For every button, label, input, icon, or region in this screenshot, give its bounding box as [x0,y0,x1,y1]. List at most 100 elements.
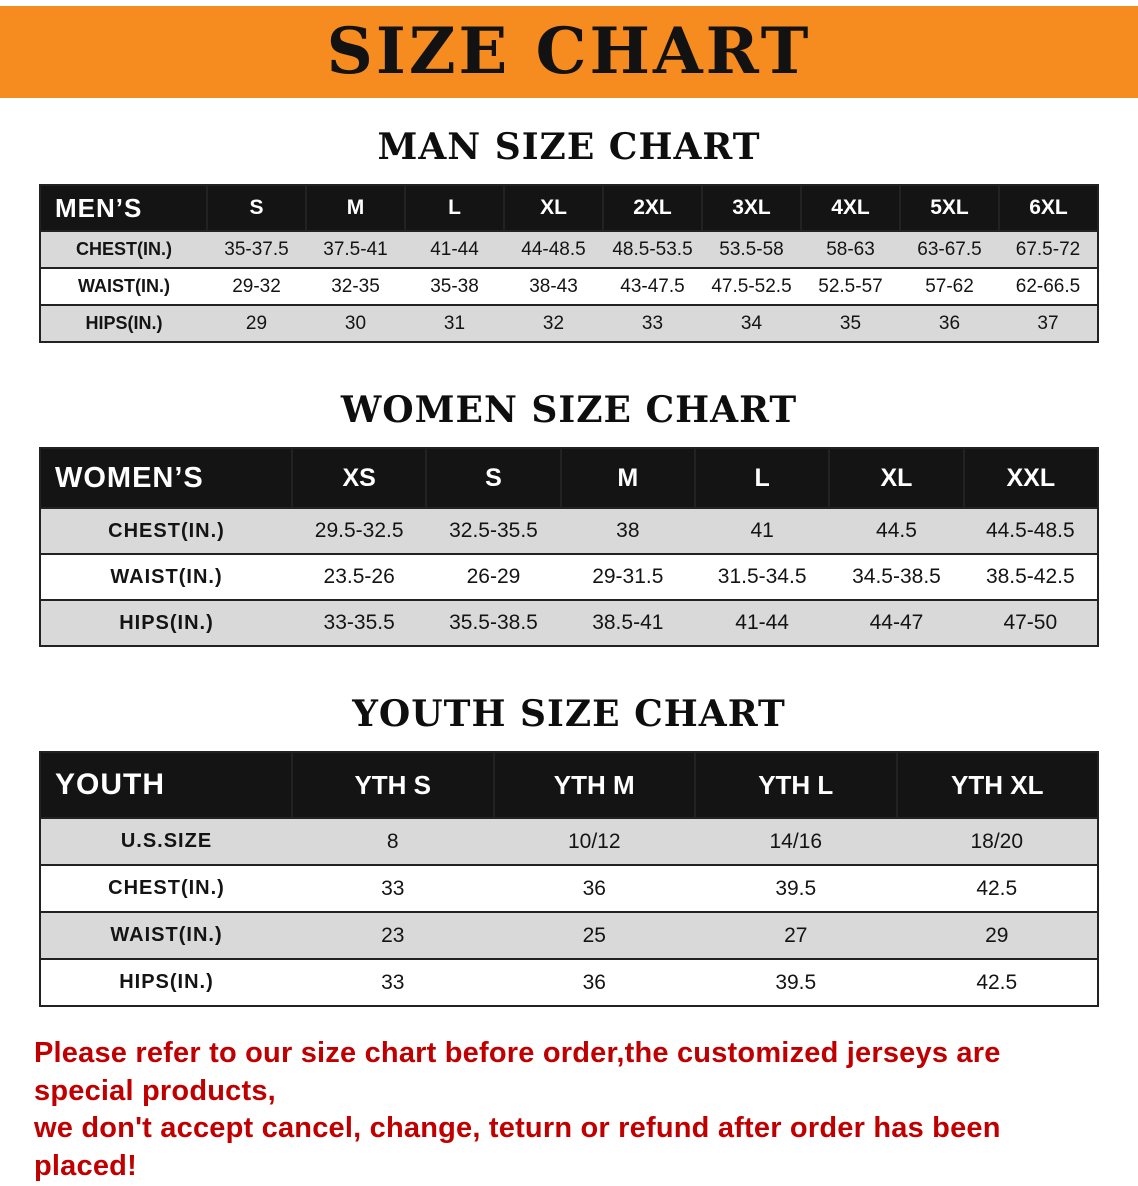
size-column-header: YTH L [694,751,898,819]
measurement-value-cell: 37.5-41 [306,230,405,269]
measurement-value-cell: 31 [405,304,504,343]
measurement-row: WAIST(IN.) 29-32 32-35 35-38 38-43 43-47.5 47.… [40,267,1098,306]
measurement-row: WAIST(IN.) 23 25 27 29 [40,911,1098,960]
measurement-value-cell: 38.5-42.5 [963,553,1098,601]
measurement-value-cell: 32-35 [306,267,405,306]
measurement-value-cell: 41-44 [405,230,504,269]
measurement-value-cell: 34.5-38.5 [829,553,964,601]
man-size-chart-heading: MAN SIZE CHART [377,126,761,168]
measurement-value-cell: 39.5 [695,958,897,1007]
measurement-value-cell: 18/20 [896,817,1098,866]
size-column-header: S [425,447,562,509]
measurement-label-cell: CHEST(IN.) [40,507,292,555]
measurement-value-cell: 29-31.5 [560,553,695,601]
measurement-value-cell: 42.5 [896,864,1098,913]
measurement-value-cell: 29.5-32.5 [292,507,427,555]
measurement-value-cell: 37 [999,304,1098,343]
measurement-label-cell: CHEST(IN.) [40,230,207,269]
measurement-value-cell: 25 [493,911,695,960]
measurement-value-cell: 23 [292,911,494,960]
measurement-value-cell: 36 [900,304,999,343]
measurement-value-cell: 35.5-38.5 [426,599,561,647]
size-column-header: 6XL [998,184,1099,232]
size-column-header: L [404,184,505,232]
youth-size-chart-heading: YOUTH SIZE CHART [352,693,786,735]
measurement-value-cell: 34 [702,304,801,343]
measurement-value-cell: 52.5-57 [801,267,900,306]
size-header-row: MEN’S S M L XL 2XL 3XL 4XL 5XL 6XL [39,184,1099,232]
measurement-value-cell: 63-67.5 [900,230,999,269]
size-column-header: YTH M [492,751,696,819]
measurement-value-cell: 32.5-35.5 [426,507,561,555]
measurement-value-cell: 44.5-48.5 [963,507,1098,555]
measurement-value-cell: 33-35.5 [292,599,427,647]
measurement-label-cell: HIPS(IN.) [40,958,292,1007]
size-column-header: 4XL [800,184,901,232]
measurement-row: CHEST(IN.) 33 36 39.5 42.5 [40,864,1098,913]
size-chart-banner: SIZE CHART [0,6,1138,98]
measurement-value-cell: 33 [603,304,702,343]
measurement-value-cell: 67.5-72 [999,230,1098,269]
measurement-value-cell: 53.5-58 [702,230,801,269]
measurement-value-cell: 58-63 [801,230,900,269]
measurement-label-cell: HIPS(IN.) [40,599,292,647]
table-title-cell: WOMEN’S [39,447,293,509]
measurement-label-cell: U.S.SIZE [40,817,292,866]
measurement-value-cell: 33 [292,864,494,913]
measurement-value-cell: 36 [493,958,695,1007]
size-column-header: M [305,184,406,232]
size-column-header: XS [290,447,428,509]
measurement-value-cell: 10/12 [493,817,695,866]
measurement-row: HIPS(IN.) 33 36 39.5 42.5 [40,958,1098,1007]
measurement-label-cell: HIPS(IN.) [40,304,207,343]
size-column-header: L [693,447,831,509]
measurement-value-cell: 35-37.5 [207,230,306,269]
measurement-value-cell: 41-44 [694,599,830,647]
table-title-cell: YOUTH [39,751,293,819]
measurement-label-cell: WAIST(IN.) [40,911,292,960]
measurement-row: CHEST(IN.) 35-37.5 37.5-41 41-44 44-48.5 48.5… [40,230,1098,269]
mens-size-table: MEN’S S M L XL 2XL 3XL 4XL 5XL 6XL CHEST(IN.) 35-37… [39,184,1099,343]
size-header-row: YOUTH YTH S YTH M YTH L YTH XL [39,751,1099,819]
measurement-value-cell: 35 [801,304,900,343]
size-column-header: XL [828,447,965,509]
measurement-label-cell: CHEST(IN.) [40,864,292,913]
measurement-row: CHEST(IN.) 29.5-32.5 32.5-35.5 38 41 44.5 44.5… [40,507,1098,555]
womens-size-table: WOMEN’S XS S M L XL XXL CHEST(IN.) 29.5-32.5 32.5… [39,447,1100,647]
measurement-value-cell: 30 [306,304,405,343]
measurement-value-cell: 43-47.5 [603,267,702,306]
measurement-value-cell: 41 [694,507,830,555]
measurement-value-cell: 38-43 [504,267,603,306]
size-column-header: YTH S [291,751,495,819]
order-notice-line-2: we don't accept cancel, change, teturn o… [34,1112,1001,1183]
size-column-header: XXL [962,447,1100,509]
measurement-row: HIPS(IN.) 29 30 31 32 33 34 35 36 37 [40,304,1098,343]
measurement-value-cell: 44-47 [829,599,964,647]
measurement-value-cell: 33 [292,958,494,1007]
measurement-value-cell: 27 [695,911,897,960]
size-header-row: WOMEN’S XS S M L XL XXL [39,447,1100,509]
size-column-header: YTH XL [895,751,1099,819]
measurement-label-cell: WAIST(IN.) [40,267,207,306]
measurement-value-cell: 26-29 [426,553,561,601]
measurement-value-cell: 35-38 [405,267,504,306]
measurement-value-cell: 47.5-52.5 [702,267,801,306]
measurement-value-cell: 48.5-53.5 [603,230,702,269]
size-column-header: XL [503,184,604,232]
measurement-value-cell: 57-62 [900,267,999,306]
measurement-value-cell: 29 [207,304,306,343]
measurement-label-cell: WAIST(IN.) [40,553,292,601]
measurement-value-cell: 62-66.5 [999,267,1098,306]
measurement-value-cell: 32 [504,304,603,343]
measurement-value-cell: 23.5-26 [292,553,427,601]
measurement-value-cell: 38.5-41 [560,599,695,647]
order-notice: Please refer to our size chart before or… [34,1035,1104,1186]
table-title-cell: MEN’S [39,184,208,232]
measurement-value-cell: 38 [560,507,695,555]
measurement-value-cell: 44-48.5 [504,230,603,269]
size-column-header: 5XL [899,184,1000,232]
size-chart-title: SIZE CHART [326,14,812,89]
measurement-value-cell: 42.5 [896,958,1098,1007]
measurement-value-cell: 31.5-34.5 [694,553,830,601]
measurement-value-cell: 39.5 [695,864,897,913]
